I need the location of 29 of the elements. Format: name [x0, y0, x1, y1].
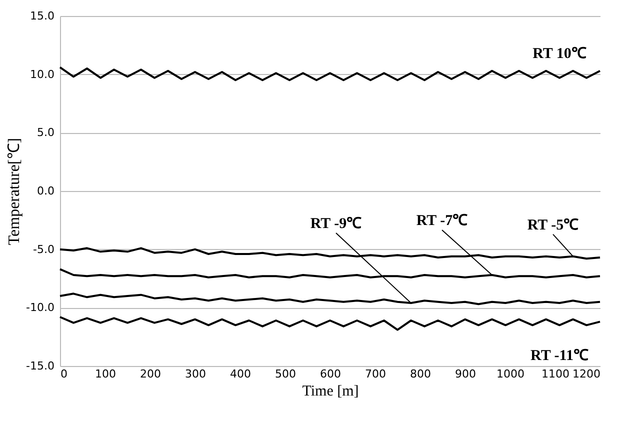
- y-tick-label: 5.0: [37, 126, 54, 140]
- line-series: [59, 316, 601, 331]
- x-tick-label: 1100: [542, 368, 570, 380]
- x-tick-label: 500: [275, 368, 296, 380]
- x-tick-label: 800: [410, 368, 431, 380]
- x-tick-label: 300: [185, 368, 206, 380]
- series-label: RT -11℃: [530, 348, 588, 364]
- x-tick-label: 0: [60, 368, 68, 380]
- series-label: RT 10℃: [532, 46, 586, 62]
- x-tick-label: 900: [455, 368, 476, 380]
- x-tick-label: 600: [320, 368, 341, 380]
- y-tick-label: 10.0: [30, 68, 54, 81]
- text: RT -7℃: [416, 213, 468, 229]
- x-tick-label: 700: [365, 368, 386, 380]
- series-label: RT -5℃: [527, 217, 579, 234]
- x-axis-title: Time [m]: [302, 384, 359, 400]
- x-tick-label: 100: [95, 368, 116, 380]
- x-tick-label: 1200: [572, 368, 600, 380]
- y-axis-title: Temperature[℃]: [6, 138, 24, 246]
- x-tick-label: 1000: [496, 368, 524, 380]
- y-tick-label: -5.0: [33, 242, 54, 256]
- y-tick-label: -10.0: [26, 301, 54, 314]
- line-series: [59, 66, 601, 82]
- x-tick-label: 200: [140, 368, 161, 380]
- x-tick-label: 400: [230, 368, 251, 380]
- y-tick-label: 0.0: [37, 184, 54, 198]
- y-tick-label: 15.0: [30, 10, 54, 22]
- text: RT -9℃: [310, 216, 362, 232]
- y-tick-label: -15.0: [26, 360, 54, 372]
